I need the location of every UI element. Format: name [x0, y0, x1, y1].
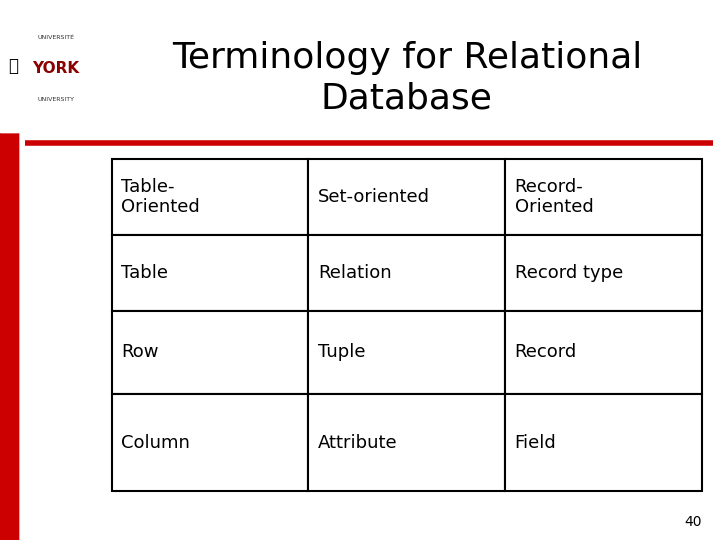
Text: UNIVERSITÉ: UNIVERSITÉ	[37, 35, 74, 39]
Text: Field: Field	[515, 434, 557, 452]
Text: Relation: Relation	[318, 264, 392, 282]
Text: YORK: YORK	[32, 62, 79, 76]
Text: Tuple: Tuple	[318, 343, 365, 361]
Text: Set-oriented: Set-oriented	[318, 188, 430, 206]
Text: Attribute: Attribute	[318, 434, 397, 452]
Text: Column: Column	[121, 434, 190, 452]
Text: Table-
Oriented: Table- Oriented	[121, 178, 199, 216]
Text: Table: Table	[121, 264, 168, 282]
Text: Terminology for Relational
Database: Terminology for Relational Database	[171, 41, 642, 116]
Text: Row: Row	[121, 343, 158, 361]
Text: 🏛: 🏛	[8, 57, 18, 75]
Text: UNIVERSITY: UNIVERSITY	[37, 97, 74, 102]
Text: Record-
Oriented: Record- Oriented	[515, 178, 593, 216]
Text: 40: 40	[685, 515, 702, 529]
Text: Record: Record	[515, 343, 577, 361]
Text: Record type: Record type	[515, 264, 623, 282]
